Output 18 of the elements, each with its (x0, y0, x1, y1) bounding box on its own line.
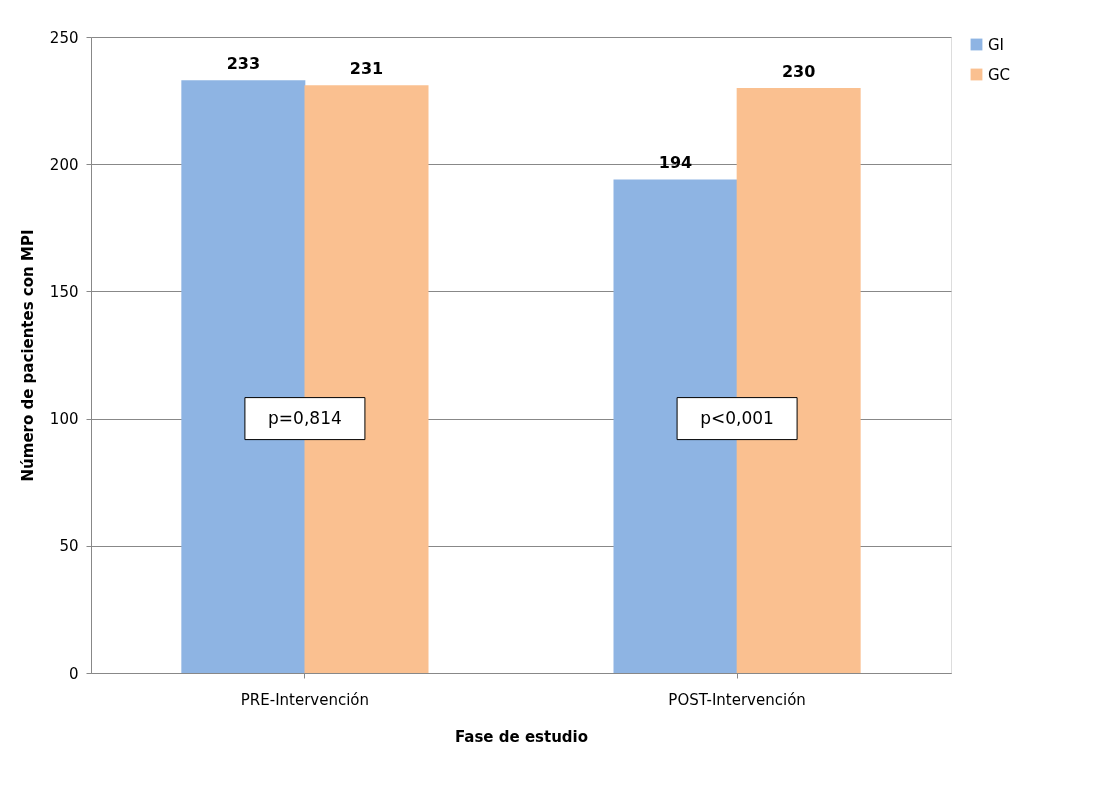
annotation: p<0,001 (700, 407, 774, 428)
x-tick-label: PRE-Intervención (240, 690, 370, 709)
y-tick-label: 200 (49, 155, 79, 174)
y-tick-label: 100 (49, 410, 79, 429)
y-tick-label: 0 (68, 664, 79, 683)
y-tick-label: 250 (49, 28, 79, 47)
y-axis-title: Número de pacientes con MPI (18, 229, 37, 482)
x-tick-label: POST-Intervención (668, 690, 806, 709)
y-tick-label: 150 (49, 282, 79, 301)
legend-label: GC (988, 65, 1011, 84)
y-tick-label: 50 (59, 537, 79, 556)
data-label: 233 (226, 54, 261, 74)
data-label: 231 (349, 59, 384, 79)
x-axis-title: Fase de estudio (454, 727, 589, 746)
legend-label: GI (988, 35, 1005, 54)
data-label: 230 (781, 61, 816, 81)
annotation: p=0,814 (268, 407, 342, 428)
data-label: 194 (658, 153, 693, 173)
